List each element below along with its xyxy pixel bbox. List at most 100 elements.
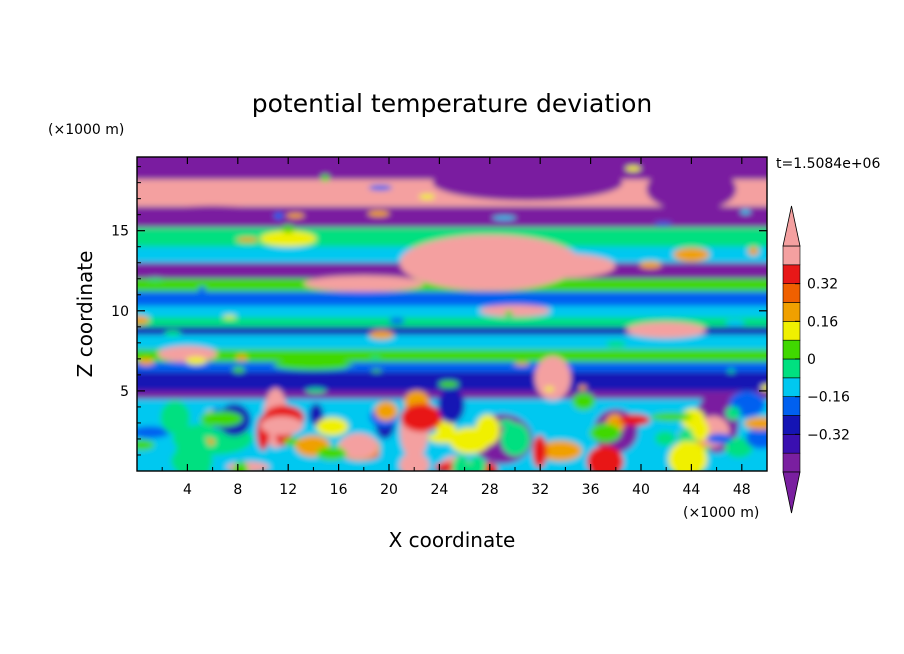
heatmap-cell — [650, 412, 693, 422]
x-tick-label: 36 — [582, 482, 600, 498]
heatmap-cell — [400, 403, 443, 432]
heatmap-cell — [137, 426, 170, 439]
heatmap-cell — [572, 392, 595, 411]
heatmap-cell — [578, 385, 587, 391]
heatmap-cell — [621, 292, 643, 297]
heatmap-cell — [480, 304, 550, 317]
heatmap-cell — [273, 212, 284, 220]
x-tick-label: 12 — [279, 482, 297, 498]
colorbar-band — [782, 358, 801, 379]
heatmap-cell — [236, 237, 259, 243]
x-tick-label: 28 — [481, 482, 499, 498]
y-tick-label: 15 — [111, 224, 129, 240]
colorbar: 0.32 0.16 0 −0.16 −0.32 — [782, 205, 850, 514]
heatmap-cell — [468, 456, 486, 471]
heatmap-cell — [233, 461, 249, 471]
chart-title: potential temperature deviation — [252, 89, 652, 118]
heatmap-cell — [428, 432, 460, 444]
colorbar-tick-label: 0.32 — [807, 277, 838, 293]
heatmap-layer — [137, 291, 767, 306]
heatmap-cell — [605, 340, 627, 348]
heatmap-cell — [500, 422, 530, 456]
x-tick-label: 20 — [380, 482, 398, 498]
heatmap-cell — [760, 384, 767, 391]
heatmap-cell — [419, 193, 436, 200]
heatmap-cell — [160, 400, 191, 435]
time-label: t=1.5084e+06 — [776, 156, 880, 172]
heatmap-cell — [199, 410, 243, 427]
x-tick-label: 48 — [733, 482, 751, 498]
heatmap-cell — [316, 417, 349, 436]
x-axis-ticks: 4 8 12 16 20 24 28 32 36 40 44 48 — [161, 157, 751, 498]
heatmap-cell — [305, 388, 327, 394]
heatmap-cell — [740, 209, 751, 215]
heatmap-cell — [626, 322, 707, 339]
y-unit-label: (×1000 m) — [48, 122, 124, 138]
x-tick-label: 4 — [183, 482, 192, 498]
heatmap-cell — [475, 414, 500, 446]
heatmap-cell — [260, 416, 304, 436]
heatmap-cell — [492, 215, 517, 221]
heatmap-cell — [432, 164, 623, 201]
heatmap-cell — [654, 221, 673, 225]
heatmap-cell — [438, 380, 459, 388]
heatmap-cell — [544, 386, 555, 392]
plot-frame — [136, 156, 768, 472]
heatmap-layer — [137, 362, 767, 372]
heatmap-cell — [724, 437, 753, 458]
heatmap-cell — [175, 431, 210, 467]
heatmap-cell — [668, 441, 708, 471]
x-tick-label: 32 — [531, 482, 549, 498]
heatmap-field — [137, 157, 767, 471]
x-axis-label: X coordinate — [389, 528, 516, 552]
colorbar-tick-label: 0.16 — [807, 314, 838, 330]
y-tick-label: 5 — [120, 384, 129, 400]
heatmap-cell — [286, 212, 305, 219]
heatmap-cell — [748, 246, 759, 256]
heatmap-layer — [137, 317, 767, 327]
heatmap-layer — [137, 206, 767, 228]
x-tick-label: 40 — [632, 482, 650, 498]
colorbar-band — [782, 264, 801, 284]
heatmap-cell — [514, 362, 530, 366]
heatmap-cell — [646, 167, 737, 212]
heatmap-cell — [706, 433, 733, 444]
heatmap-cell — [725, 406, 741, 421]
heatmap-cell — [368, 184, 393, 191]
colorbar-band — [782, 283, 801, 303]
heatmap-cell — [399, 234, 580, 291]
heatmap-cell — [727, 368, 735, 373]
y-axis-ticks: 5 10 15 — [111, 166, 767, 456]
heatmap-cell — [236, 354, 248, 361]
heatmap-cell — [389, 317, 405, 324]
heatmap-cell — [339, 433, 378, 459]
heatmap-layer — [137, 349, 767, 363]
heatmap-cell — [589, 423, 621, 443]
colorbar-band — [782, 452, 801, 473]
heatmap-cell — [744, 417, 767, 430]
heatmap-cell — [138, 357, 155, 366]
heatmap-cell — [320, 174, 330, 182]
colorbar-band — [782, 302, 801, 322]
x-tick-label: 8 — [233, 482, 242, 498]
heatmap-cell — [625, 165, 641, 172]
x-tick-label: 24 — [430, 482, 448, 498]
colorbar-extend-low — [782, 471, 801, 514]
heatmap-cell — [538, 440, 583, 461]
heatmap-cell — [273, 360, 354, 371]
colorbar-band — [782, 245, 801, 266]
heatmap-cell — [374, 401, 398, 421]
heatmap-cell — [437, 388, 465, 424]
heatmap-cell — [532, 435, 547, 469]
colorbar-band — [782, 396, 801, 416]
x-unit-label: (×1000 m) — [683, 505, 759, 521]
colorbar-tick-label: 0 — [807, 352, 816, 368]
heatmap-cell — [260, 230, 317, 247]
heatmap-cell — [137, 315, 150, 325]
heatmap-cell — [619, 414, 651, 426]
heatmap-cell — [515, 253, 616, 278]
heatmap-cell — [367, 210, 390, 217]
heatmap-cell — [745, 427, 767, 449]
heatmap-cell — [281, 224, 296, 233]
